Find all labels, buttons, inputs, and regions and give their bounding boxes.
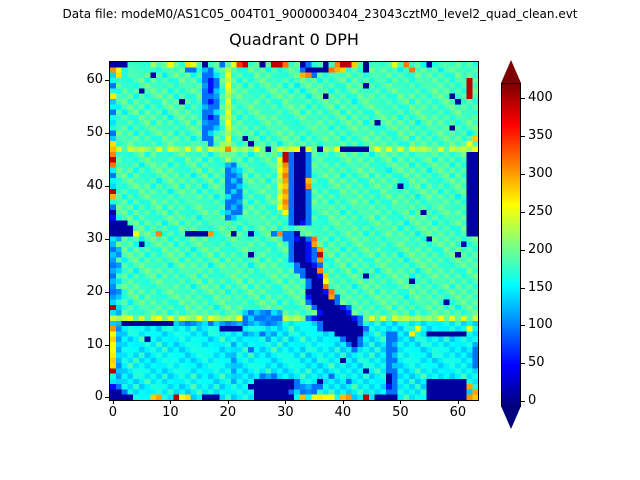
x-tick-label: 0 [108,405,118,420]
plot-area [109,61,479,401]
colorbar-tick-label: 50 [528,355,545,371]
y-tick-mark [105,344,109,346]
x-tick-label: 30 [277,405,294,420]
colorbar-tick-mark [521,401,525,403]
data-file-label: Data file: modeM0/AS1C05_004T01_90000034… [62,7,578,21]
colorbar-tick-label: 350 [528,128,553,144]
y-tick-label: 0 [94,389,103,405]
x-tick-label: 20 [219,405,237,420]
x-tick-mark [457,400,459,404]
y-tick-label: 30 [86,230,103,246]
colorbar-tick-mark [521,98,525,100]
colorbar-tick-mark [521,136,525,138]
x-tick-mark [285,400,287,404]
x-tick-label: 10 [162,405,179,420]
colorbar-tick-label: 0 [528,393,537,409]
x-tick-label: 40 [334,405,352,420]
y-tick-mark [105,291,109,293]
colorbar-tick-mark [521,173,525,175]
colorbar-extend-min-arrow [501,406,521,429]
colorbar-tick-mark [521,287,525,289]
colorbar-tick-label: 250 [528,203,553,219]
x-tick-mark [342,400,344,404]
y-tick-label: 50 [86,125,103,141]
colorbar-tick-label: 400 [528,90,553,106]
y-tick-mark [105,397,109,399]
y-tick-mark [105,238,109,240]
x-tick-label: 60 [449,405,467,420]
chart-title: Quadrant 0 DPH [229,30,359,49]
colorbar-tick-mark [521,249,525,251]
x-tick-label: 50 [392,405,409,420]
y-tick-mark [105,133,109,135]
y-tick-label: 40 [86,178,103,194]
x-tick-mark [227,400,229,404]
x-tick-mark [112,400,114,404]
colorbar-extend-max-arrow [501,60,521,83]
heatmap-canvas [110,62,478,400]
x-tick-mark [400,400,402,404]
y-tick-label: 20 [86,283,103,299]
y-tick-mark [105,186,109,188]
colorbar-tick-label: 100 [528,317,553,333]
colorbar-tick-label: 150 [528,279,553,295]
colorbar-gradient [502,84,520,406]
colorbar-tick-label: 300 [528,165,553,181]
colorbar-tick-mark [521,363,525,365]
colorbar [501,83,521,407]
colorbar-tick-mark [521,325,525,327]
colorbar-tick-label: 200 [528,241,553,257]
y-tick-label: 10 [86,336,103,352]
y-tick-mark [105,80,109,82]
x-tick-mark [170,400,172,404]
colorbar-tick-mark [521,211,525,213]
y-tick-label: 60 [86,72,103,88]
